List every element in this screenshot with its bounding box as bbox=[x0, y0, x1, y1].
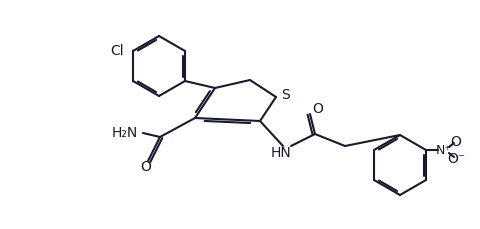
Text: O: O bbox=[312, 102, 324, 116]
Text: Cl: Cl bbox=[110, 44, 124, 58]
Text: N⁺: N⁺ bbox=[436, 144, 452, 156]
Text: H₂N: H₂N bbox=[112, 126, 138, 140]
Text: O⁻: O⁻ bbox=[447, 152, 465, 166]
Text: HN: HN bbox=[271, 146, 291, 160]
Text: S: S bbox=[281, 88, 289, 102]
Text: O: O bbox=[141, 160, 151, 174]
Text: O: O bbox=[451, 135, 461, 149]
